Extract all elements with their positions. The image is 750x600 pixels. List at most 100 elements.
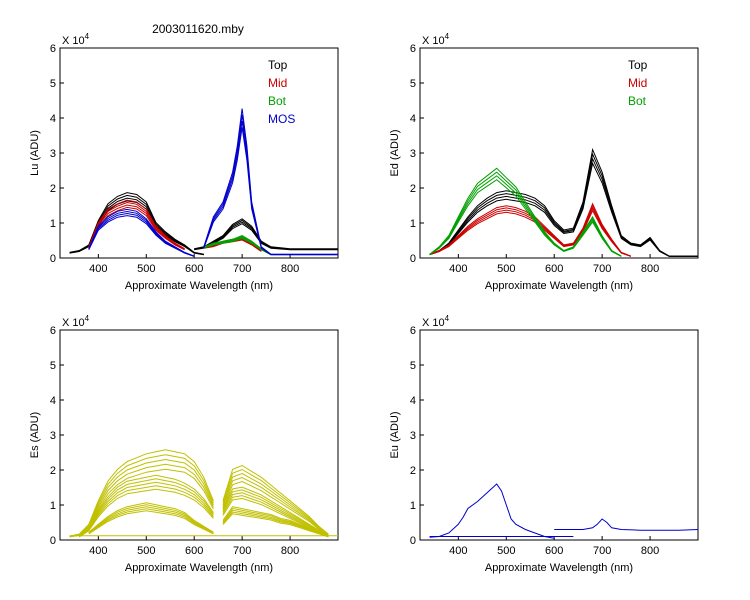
- ed-ytick-label: 1: [410, 218, 416, 230]
- es-ytick-label: 4: [50, 395, 56, 407]
- ed-plot-area: [429, 147, 698, 257]
- es-xlabel: Approximate Wavelength (nm): [125, 562, 273, 574]
- ed-ylabel: Ed (ADU): [389, 129, 401, 176]
- ed-ytick-label: 0: [410, 253, 416, 265]
- es-ytick-label: 1: [50, 500, 56, 512]
- eu-ylabel: Eu (ADU): [389, 411, 401, 458]
- ed-series-bot-line: [429, 175, 622, 257]
- lu-xtick-label: 700: [233, 263, 251, 275]
- ed-xtick-label: 800: [641, 263, 659, 275]
- lu-series-mos-line: [203, 108, 338, 255]
- eu-ytick-label: 6: [410, 325, 416, 337]
- ed-series-top-line: [429, 157, 698, 257]
- eu-xtick-label: 700: [593, 545, 611, 557]
- lu-ytick-label: 2: [50, 183, 56, 195]
- ed-series-top-line: [429, 147, 698, 257]
- es-series-es-low-line: [88, 504, 214, 534]
- lu-xtick-label: 800: [281, 263, 299, 275]
- es-xtick-label: 500: [137, 545, 155, 557]
- lu-ytick-label: 0: [50, 253, 56, 265]
- eu-multiplier: X 104: [422, 314, 450, 329]
- es-ytick-label: 0: [50, 535, 56, 547]
- lu-plot-area: [69, 108, 338, 257]
- es-ylabel: Es (ADU): [29, 412, 41, 458]
- ed-xtick-label: 400: [449, 263, 467, 275]
- lu-xtick-label: 500: [137, 263, 155, 275]
- eu-plot-area: [429, 483, 698, 539]
- lu-xtick-label: 600: [185, 263, 203, 275]
- es-series-es-low-line: [222, 509, 329, 537]
- lu-multiplier: X 104: [62, 32, 90, 47]
- es-series-es-mid-line: [78, 488, 214, 538]
- es-multiplier: X 104: [62, 314, 90, 329]
- lu-legend-top: Top: [268, 58, 288, 72]
- eu-ytick-label: 4: [410, 395, 416, 407]
- ed-xlabel: Approximate Wavelength (nm): [485, 280, 633, 292]
- panel-eu: 0 1 2 3 4 5 6 400 500 600 700 800 X 104 Approximate W…: [389, 314, 699, 574]
- eu-series-eu-line: [554, 518, 698, 531]
- panel-lu: 0 1 2 3 4 5 6 400 500 600 700 800 X 104 Approximate W…: [29, 32, 339, 292]
- es-series-es-low-line: [222, 513, 329, 538]
- eu-xtick-label: 400: [449, 545, 467, 557]
- es-series-es-mid-line: [78, 478, 214, 537]
- es-series-es-low-line: [222, 511, 329, 538]
- ed-series-top-line: [429, 161, 698, 257]
- lu-series-mos-line: [88, 208, 195, 257]
- panel-ed: 0 1 2 3 4 5 6 400 500 600 700 800 X 104 Approximate W…: [389, 32, 699, 292]
- panel-es: 0 1 2 3 4 5 6 400 500 600 700 800 X 104 Approximate W…: [29, 314, 339, 574]
- es-xtick-label: 600: [185, 545, 203, 557]
- ed-ytick-label: 3: [410, 148, 416, 160]
- eu-ytick-label: 5: [410, 360, 416, 372]
- lu-legend-bot: Bot: [268, 94, 287, 108]
- es-series-es-high-line: [222, 464, 329, 535]
- es-series-es-low-line: [88, 508, 214, 534]
- es-series-es-low-line: [222, 506, 329, 537]
- lu-ytick-label: 3: [50, 148, 56, 160]
- eu-xtick-label: 800: [641, 545, 659, 557]
- ed-ytick-label: 6: [410, 43, 416, 55]
- lu-ylabel: Lu (ADU): [29, 130, 41, 176]
- lu-series-mid-line: [88, 204, 185, 250]
- lu-ytick-label: 6: [50, 43, 56, 55]
- eu-series-eu-line: [429, 483, 555, 539]
- es-series-es-mid-line: [78, 485, 214, 538]
- eu-ytick-label: 3: [410, 430, 416, 442]
- ed-legend-mid: Mid: [628, 76, 647, 90]
- es-series-es-low-line: [222, 507, 329, 537]
- ed-xtick-label: 500: [497, 263, 515, 275]
- lu-series-top-line: [69, 192, 204, 255]
- ed-ytick-label: 2: [410, 183, 416, 195]
- ed-series-bot-line: [429, 171, 622, 257]
- es-series-es-mid-line: [222, 495, 329, 538]
- es-series-es-high-line: [222, 480, 329, 536]
- es-xtick-label: 400: [89, 545, 107, 557]
- lu-series-mid-line: [88, 201, 185, 250]
- eu-xtick-label: 500: [497, 545, 515, 557]
- es-series-es-high-line: [222, 476, 329, 536]
- es-series-es-mid-line: [222, 492, 329, 537]
- eu-xtick-label: 600: [545, 545, 563, 557]
- ed-xtick-label: 600: [545, 263, 563, 275]
- lu-series-top-line: [194, 218, 338, 250]
- ed-ytick-label: 5: [410, 78, 416, 90]
- es-series-es-high-line: [69, 458, 214, 537]
- es-series-es-high-line: [222, 468, 329, 535]
- es-series-es-low-line: [88, 510, 214, 535]
- es-xtick-label: 700: [233, 545, 251, 557]
- lu-series-mid-line: [88, 199, 185, 250]
- ed-multiplier: X 104: [422, 32, 450, 47]
- es-ytick-label: 5: [50, 360, 56, 372]
- es-series-es-low-line: [88, 506, 214, 534]
- ed-xtick-label: 700: [593, 263, 611, 275]
- es-ytick-label: 3: [50, 430, 56, 442]
- es-series-es-mid-line: [78, 481, 214, 537]
- ed-series-mid-line: [429, 207, 632, 257]
- es-series-es-mid-line: [222, 489, 329, 537]
- es-ytick-label: 6: [50, 325, 56, 337]
- lu-legend-mos: MOS: [268, 112, 295, 126]
- es-series-es-mid-line: [78, 474, 214, 537]
- eu-ytick-label: 0: [410, 535, 416, 547]
- es-plot-area: [69, 449, 338, 538]
- es-xtick-label: 800: [281, 545, 299, 557]
